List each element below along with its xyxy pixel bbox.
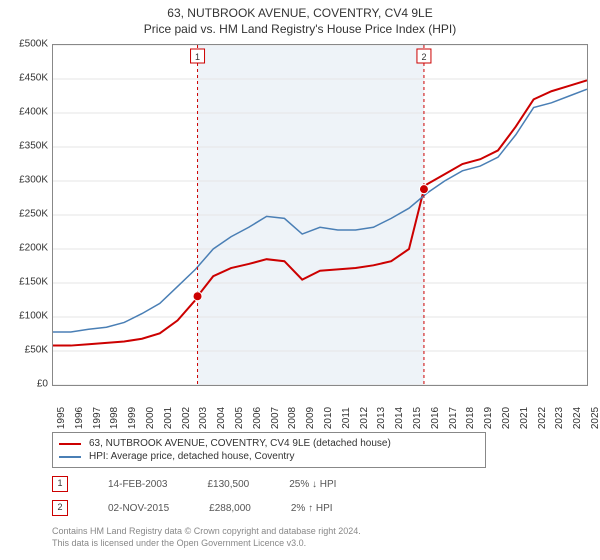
legend-swatch [59, 443, 81, 445]
legend-item: 63, NUTBROOK AVENUE, COVENTRY, CV4 9LE (… [59, 437, 479, 450]
x-axis-tick-label: 1997 [92, 407, 103, 429]
x-axis-tick-label: 2015 [412, 407, 423, 429]
x-axis-tick-label: 2004 [216, 407, 227, 429]
x-axis-tick-label: 2003 [198, 407, 209, 429]
x-axis-tick-label: 2002 [181, 407, 192, 429]
attribution-line: Contains HM Land Registry data © Crown c… [52, 526, 361, 538]
x-axis-tick-label: 2008 [287, 407, 298, 429]
x-axis-tick-label: 2014 [394, 407, 405, 429]
sale-delta: 2% ↑ HPI [291, 503, 333, 514]
x-axis-tick-label: 2016 [430, 407, 441, 429]
x-axis-tick-label: 2001 [163, 407, 174, 429]
x-axis-tick-label: 2006 [252, 407, 263, 429]
x-axis-tick-label: 2018 [465, 407, 476, 429]
sale-delta: 25% ↓ HPI [289, 479, 336, 490]
y-axis-tick-label: £50K [25, 345, 48, 356]
x-axis-tick-label: 2011 [341, 407, 352, 429]
y-axis-tick-label: £100K [19, 311, 48, 322]
x-axis-tick-label: 1995 [56, 407, 67, 429]
sale-price: £288,000 [209, 503, 251, 514]
sale-marker-icon: 1 [52, 476, 68, 492]
legend-swatch [59, 456, 81, 458]
x-axis-tick-label: 2000 [145, 407, 156, 429]
x-axis-tick-label: 2013 [376, 407, 387, 429]
x-axis-tick-label: 1999 [127, 407, 138, 429]
sale-row: 1 14-FEB-2003 £130,500 25% ↓ HPI [52, 476, 336, 492]
svg-text:2: 2 [421, 52, 426, 62]
sale-marker-icon: 2 [52, 500, 68, 516]
x-axis-tick-label: 2020 [501, 407, 512, 429]
x-axis-tick-label: 2022 [537, 407, 548, 429]
y-axis-tick-label: £200K [19, 243, 48, 254]
x-axis-tick-label: 2007 [270, 407, 281, 429]
y-axis-tick-label: £250K [19, 209, 48, 220]
x-axis-tick-label: 2012 [359, 407, 370, 429]
x-axis-tick-label: 2023 [554, 407, 565, 429]
x-axis-tick-label: 1998 [109, 407, 120, 429]
legend-label: 63, NUTBROOK AVENUE, COVENTRY, CV4 9LE (… [89, 438, 391, 449]
y-axis-tick-label: £150K [19, 277, 48, 288]
legend-item: HPI: Average price, detached house, Cove… [59, 450, 479, 463]
x-axis-tick-label: 2005 [234, 407, 245, 429]
sale-row: 2 02-NOV-2015 £288,000 2% ↑ HPI [52, 500, 333, 516]
attribution-line: This data is licensed under the Open Gov… [52, 538, 361, 550]
page-title: 63, NUTBROOK AVENUE, COVENTRY, CV4 9LE [0, 0, 600, 20]
sale-date: 14-FEB-2003 [108, 479, 167, 490]
x-axis-tick-label: 2025 [590, 407, 600, 429]
x-axis-tick-label: 2021 [519, 407, 530, 429]
x-axis-tick-label: 2010 [323, 407, 334, 429]
x-axis-tick-label: 1996 [74, 407, 85, 429]
y-axis-tick-label: £500K [19, 39, 48, 50]
legend-label: HPI: Average price, detached house, Cove… [89, 451, 295, 462]
y-axis-tick-label: £400K [19, 107, 48, 118]
sale-date: 02-NOV-2015 [108, 503, 169, 514]
x-axis-tick-label: 2019 [483, 407, 494, 429]
attribution: Contains HM Land Registry data © Crown c… [52, 526, 361, 549]
x-axis-tick-label: 2017 [448, 407, 459, 429]
x-axis-tick-label: 2024 [572, 407, 583, 429]
y-axis-tick-label: £450K [19, 73, 48, 84]
price-chart: 12 [52, 44, 588, 386]
svg-text:1: 1 [195, 52, 200, 62]
y-axis-tick-label: £0 [37, 379, 48, 390]
x-axis-tick-label: 2009 [305, 407, 316, 429]
y-axis-tick-label: £350K [19, 141, 48, 152]
legend: 63, NUTBROOK AVENUE, COVENTRY, CV4 9LE (… [52, 432, 486, 468]
page-subtitle: Price paid vs. HM Land Registry's House … [0, 20, 600, 36]
y-axis-tick-label: £300K [19, 175, 48, 186]
sale-price: £130,500 [207, 479, 249, 490]
